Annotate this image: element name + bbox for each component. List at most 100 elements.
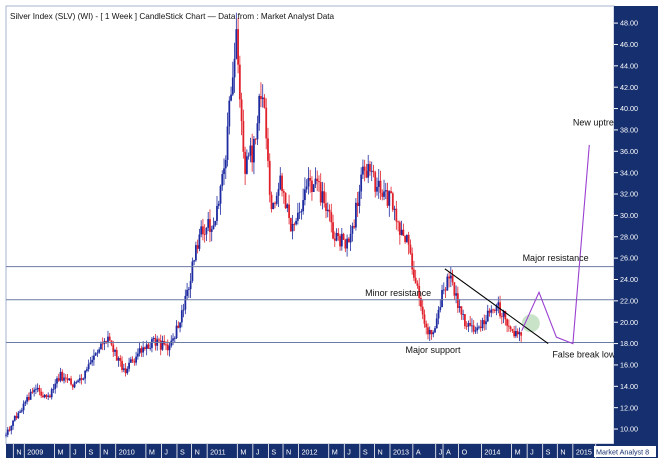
- candle-body: [363, 166, 366, 171]
- x-tick-label: N: [286, 448, 291, 457]
- candle-body: [488, 310, 491, 313]
- candle-body: [226, 126, 229, 161]
- candle-body: [131, 359, 134, 362]
- candle-body: [207, 219, 210, 228]
- candle-body: [370, 170, 373, 172]
- candle-body: [302, 200, 305, 212]
- candle-body: [6, 429, 9, 435]
- projection-path: [521, 144, 590, 345]
- candle-body: [490, 309, 493, 313]
- candle-body: [193, 260, 196, 262]
- candle-body: [465, 326, 468, 327]
- candle-body: [289, 217, 292, 232]
- candle-body: [288, 204, 290, 218]
- candle-body: [27, 397, 30, 400]
- candle-body: [112, 344, 115, 352]
- candle-body: [61, 371, 64, 381]
- candle-body: [133, 361, 136, 363]
- candle-body: [179, 322, 181, 328]
- candle-body: [340, 233, 343, 247]
- candle-body: [64, 377, 67, 379]
- candle-body: [354, 202, 357, 228]
- candle-body: [321, 191, 324, 203]
- candle-body: [300, 211, 303, 213]
- x-tick-label: J: [256, 448, 260, 457]
- candle-body: [154, 338, 157, 346]
- candle-body: [398, 222, 401, 235]
- candle-body: [416, 283, 419, 286]
- candle-body: [50, 389, 53, 398]
- candle-body: [101, 343, 104, 345]
- candle-body: [339, 235, 341, 247]
- candle-body: [390, 191, 392, 194]
- candle-body: [293, 223, 296, 225]
- candle-body: [330, 212, 333, 223]
- candle-body: [77, 380, 79, 382]
- candle-body: [140, 348, 143, 353]
- candle-body: [228, 100, 231, 127]
- candle-body: [52, 388, 55, 390]
- x-tick-label: N: [377, 448, 382, 457]
- candle-body: [221, 174, 224, 187]
- x-tick-label: N: [16, 448, 21, 457]
- candle-body: [316, 178, 319, 182]
- candle-body: [420, 298, 422, 307]
- x-tick-label: N: [560, 448, 565, 457]
- candle-body: [356, 202, 359, 206]
- candle-body: [335, 232, 338, 241]
- candle-body: [187, 289, 190, 290]
- candle-body: [481, 320, 484, 329]
- candle-body: [296, 212, 299, 221]
- candle-body: [136, 353, 139, 357]
- x-tick-label: 2011: [210, 448, 225, 457]
- candle-body: [247, 155, 250, 157]
- candle-body: [391, 193, 394, 210]
- candle-body: [365, 170, 368, 178]
- candle-body: [485, 321, 487, 325]
- y-tick-label: 16.00: [620, 361, 638, 370]
- candle-body: [332, 222, 334, 239]
- x-tick-label: S: [180, 448, 185, 457]
- y-tick-label: 14.00: [620, 382, 638, 391]
- candle-body: [89, 362, 92, 365]
- candle-body: [42, 395, 44, 398]
- candle-body: [263, 97, 266, 108]
- candle-body: [405, 234, 408, 242]
- x-tick-label: O: [462, 448, 468, 457]
- candle-body: [325, 203, 327, 211]
- candle-body: [274, 202, 276, 204]
- candle-body: [43, 394, 46, 398]
- candle-body: [507, 325, 510, 327]
- candle-body: [442, 289, 445, 291]
- candle-body: [87, 364, 90, 370]
- candle-body: [360, 174, 363, 192]
- candle-body: [159, 340, 162, 350]
- candle-body: [404, 235, 407, 242]
- candle-body: [223, 168, 225, 175]
- candle-body: [446, 276, 449, 291]
- candle-body: [237, 29, 239, 65]
- candle-body: [230, 94, 232, 101]
- candle-body: [194, 245, 197, 261]
- candle-body: [369, 164, 371, 172]
- candle-body: [478, 326, 480, 328]
- candle-body: [328, 209, 331, 213]
- candle-body: [486, 310, 489, 322]
- x-tick-label: 2009: [27, 448, 43, 457]
- candle-body: [202, 226, 204, 235]
- candle-body: [432, 332, 435, 335]
- candle-body: [189, 280, 192, 290]
- candle-body: [495, 305, 498, 311]
- x-axis-panel: [6, 444, 658, 458]
- candle-body: [165, 344, 167, 346]
- candle-body: [383, 191, 385, 197]
- candle-body: [286, 204, 289, 209]
- candle-body: [216, 205, 218, 221]
- candle-body: [414, 277, 417, 284]
- candle-body: [451, 275, 454, 283]
- candle-body: [441, 290, 443, 308]
- candle-body: [511, 328, 514, 332]
- candle-body: [214, 220, 217, 226]
- candle-body: [467, 322, 470, 327]
- candle-body: [114, 350, 116, 352]
